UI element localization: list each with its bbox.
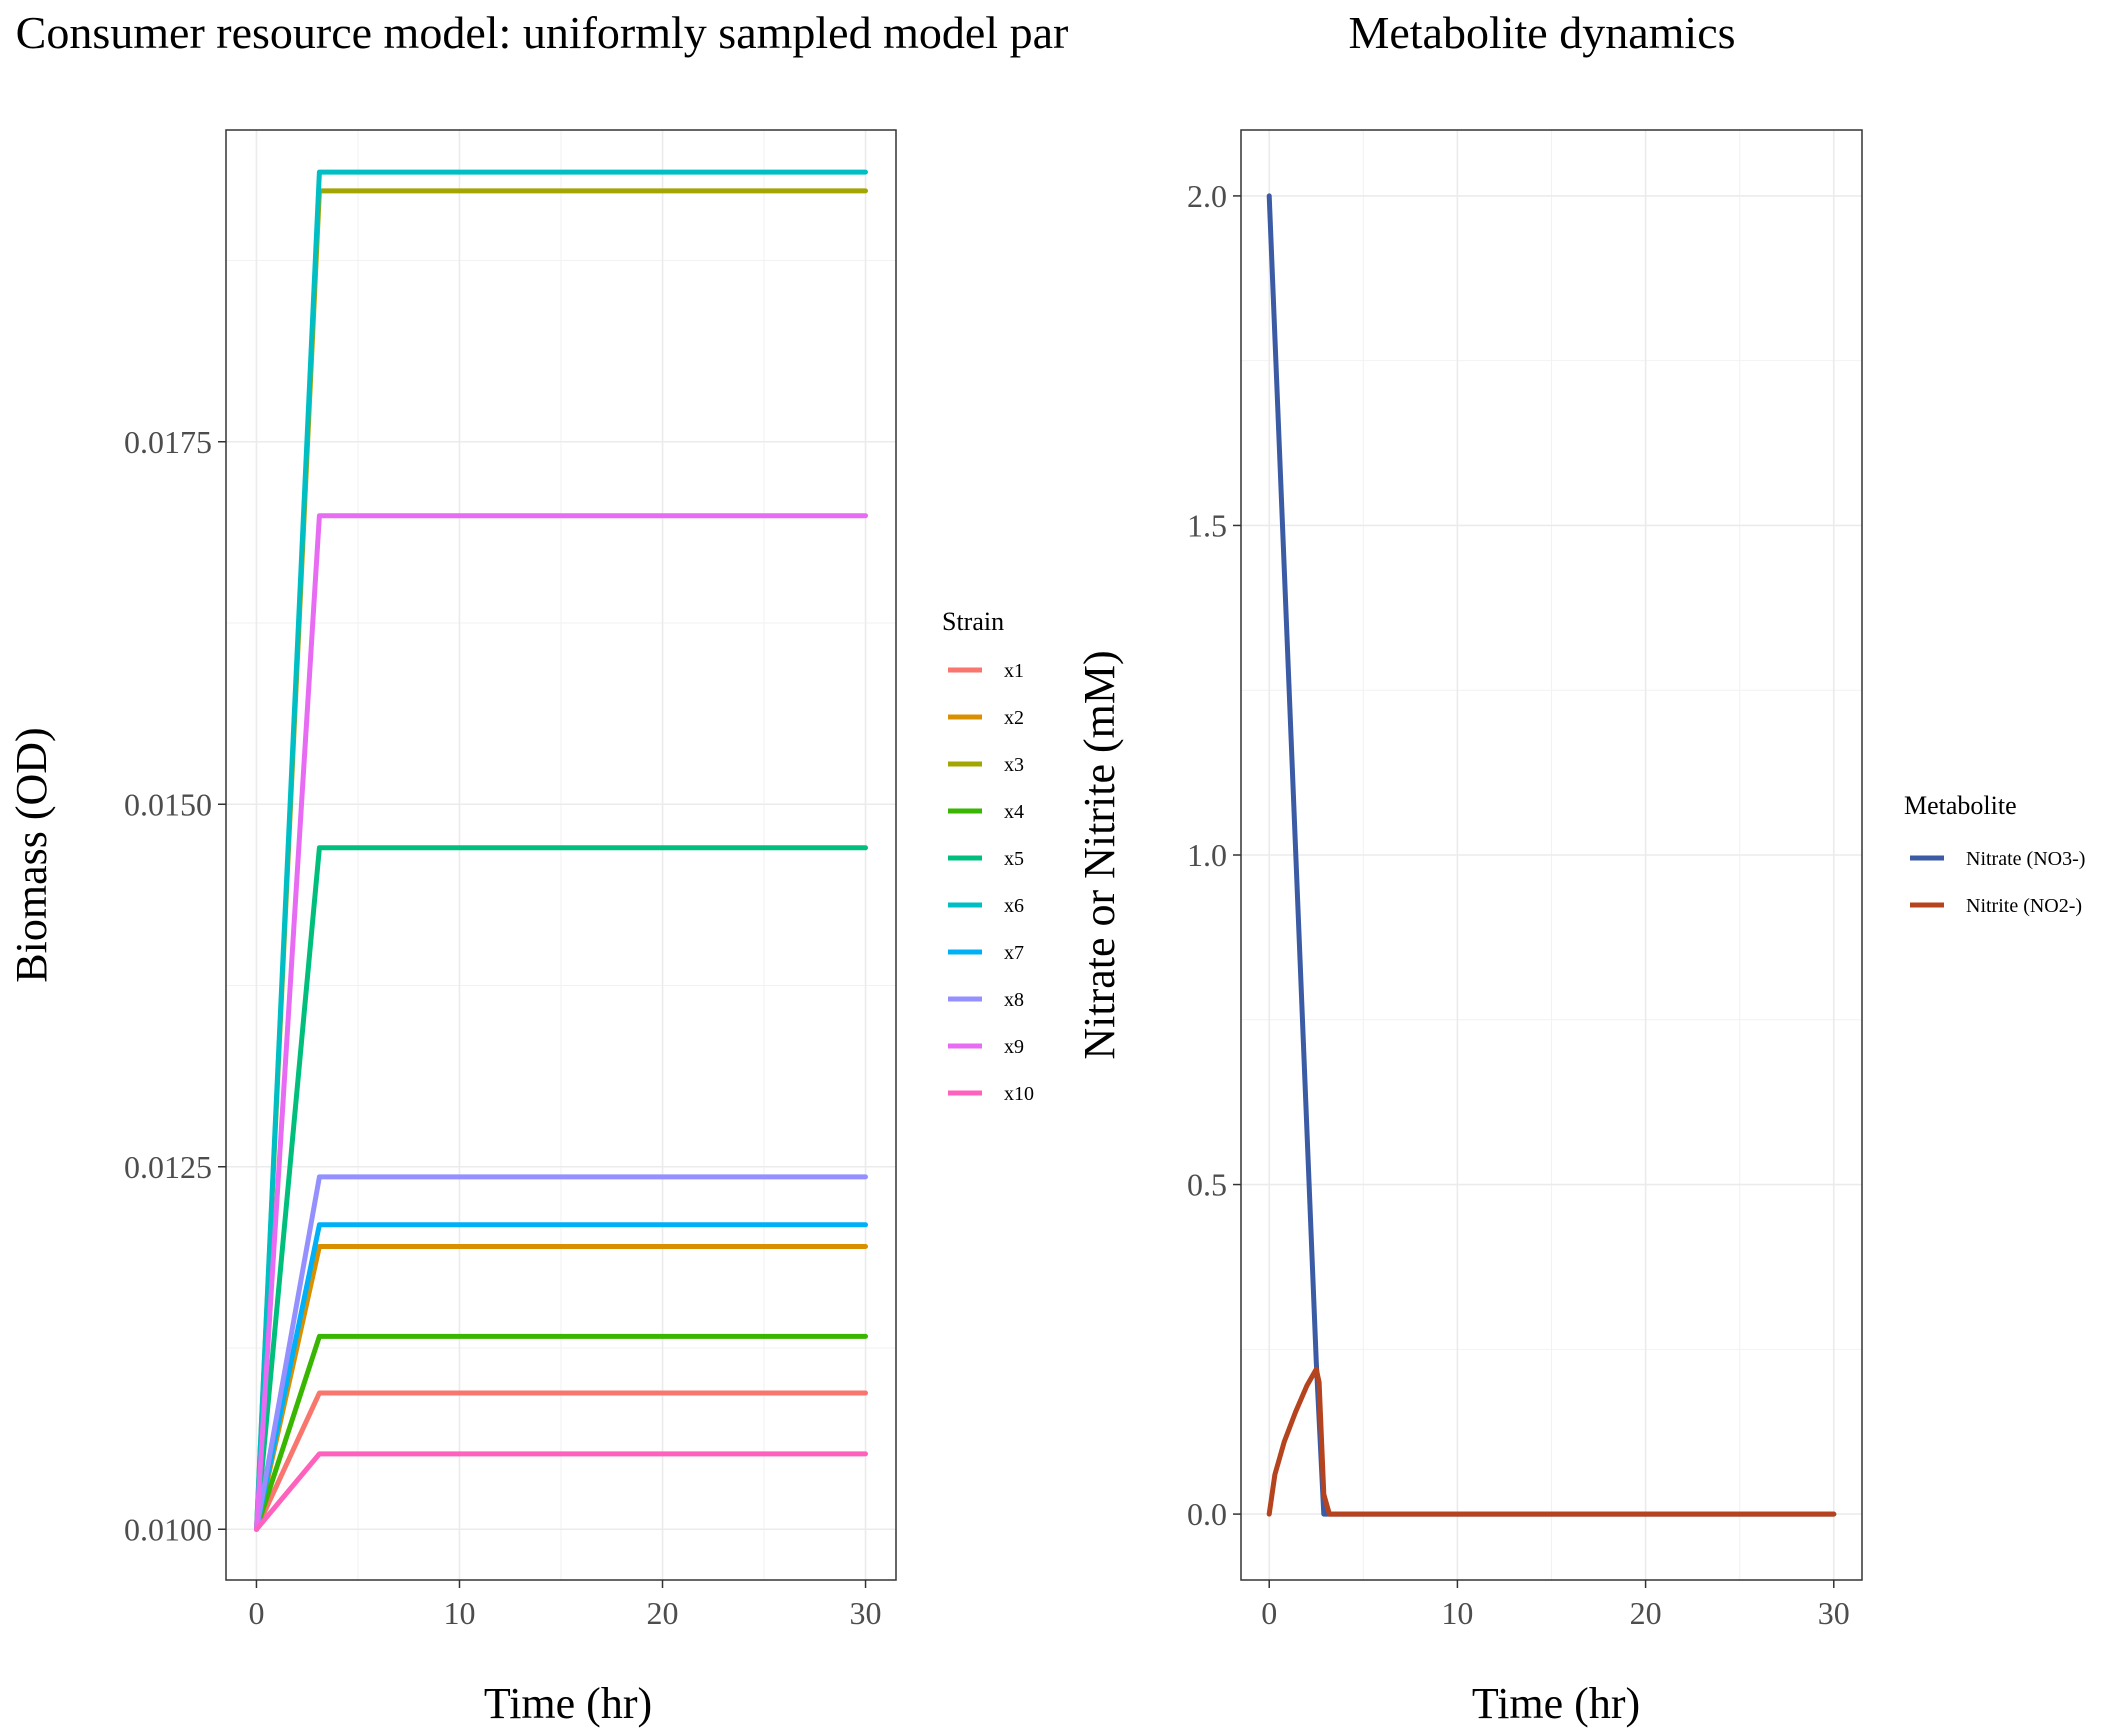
y-tick-label: 0.0150 (124, 786, 212, 822)
series-lines (254, 169, 868, 1532)
y-axis-ticks: 0.0 0.5 1.0 1.5 2.0 (1187, 178, 1241, 1532)
x-tick-label: 20 (1630, 1595, 1662, 1631)
y-tick-label: 1.5 (1187, 507, 1227, 543)
y-tick-label: 1.0 (1187, 837, 1227, 873)
legend-label-x2: x2 (1004, 707, 1024, 729)
x-tick-label: 0 (248, 1595, 264, 1631)
legend-label-x10: x10 (1004, 1083, 1034, 1105)
legend-label-x7: x7 (1004, 942, 1024, 964)
biomass-chart: Consumer resource model: uniformly sampl… (7, 7, 1068, 1728)
series-line-x8 (254, 1174, 868, 1532)
legend-label-x4: x4 (1004, 801, 1024, 823)
y-axis-title: Biomass (OD) (7, 727, 56, 982)
y-tick-label: 0.0 (1187, 1496, 1227, 1532)
metabolite-chart: Metabolite dynamics 0 10 20 30 0.0 0.5 1.0 1.5… (1075, 7, 2085, 1728)
legend-label-Nitrite (NO2-): Nitrite (NO2-) (1966, 895, 2082, 917)
series-line-x5 (254, 845, 868, 1532)
legend-label-x3: x3 (1004, 754, 1024, 776)
plot-panel-border (225, 129, 897, 1581)
major-grid (1241, 130, 1862, 1580)
series-line-x10 (254, 1451, 868, 1532)
x-tick-label: 10 (1441, 1595, 1473, 1631)
series-line-Nitrite (NO2-) (1266, 1366, 1837, 1517)
y-tick-label: 0.0175 (124, 424, 212, 460)
legend-label-x6: x6 (1004, 895, 1024, 917)
legend-label-x9: x9 (1004, 1036, 1024, 1058)
x-tick-label: 20 (647, 1595, 679, 1631)
y-tick-label: 2.0 (1187, 178, 1227, 214)
x-axis-ticks: 0 10 20 30 (248, 1580, 882, 1631)
legend-label-Nitrate (NO3-): Nitrate (NO3-) (1966, 848, 2085, 870)
series-line-x9 (254, 513, 868, 1532)
legend: x1 x2 x3 x4 x5 x6 x7 x8 x9 x10 (948, 660, 1034, 1105)
y-axis-title: Nitrate or Nitrite (mM) (1075, 650, 1124, 1059)
y-tick-label: 0.0100 (124, 1511, 212, 1547)
chart-title: Metabolite dynamics (1348, 7, 1735, 58)
legend-title: Metabolite (1904, 791, 2017, 820)
series-line-x4 (254, 1333, 868, 1532)
x-tick-label: 10 (443, 1595, 475, 1631)
legend-label-x5: x5 (1004, 848, 1024, 870)
x-axis-ticks: 0 10 20 30 (1261, 1580, 1850, 1631)
legend-label-x1: x1 (1004, 660, 1024, 682)
x-axis-title: Time (hr) (1472, 1679, 1640, 1728)
x-tick-label: 0 (1261, 1595, 1277, 1631)
y-axis-ticks: 0.0100 0.0125 0.0150 0.0175 (124, 424, 226, 1547)
y-tick-label: 0.5 (1187, 1167, 1227, 1203)
x-tick-label: 30 (1818, 1595, 1850, 1631)
x-tick-label: 30 (850, 1595, 882, 1631)
chart-title: Consumer resource model: uniformly sampl… (16, 7, 1069, 58)
x-axis-title: Time (hr) (484, 1679, 652, 1728)
legend-title: Strain (942, 607, 1004, 636)
y-tick-label: 0.0125 (124, 1149, 212, 1185)
series-line-x7 (254, 1222, 868, 1532)
legend-label-x8: x8 (1004, 989, 1024, 1011)
series-lines (1266, 193, 1837, 1517)
legend: Nitrate (NO3-) Nitrite (NO2-) (1910, 848, 2085, 917)
series-line-x1 (254, 1390, 868, 1532)
series-line-x6 (254, 169, 868, 1532)
